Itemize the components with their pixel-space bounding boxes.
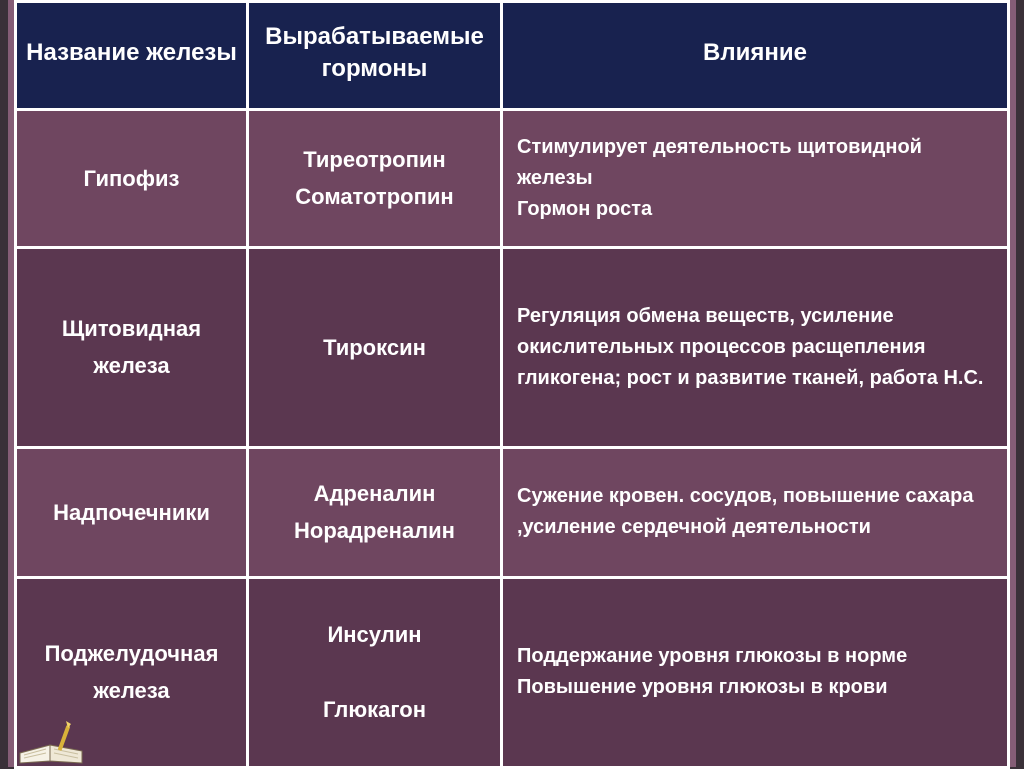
cell-hormones: ТиреотропинСоматотропин <box>248 109 502 247</box>
table-row: Гипофиз ТиреотропинСоматотропин Стимулир… <box>16 109 1009 247</box>
table-row: Надпочечники АдреналинНорадреналин Сужен… <box>16 447 1009 577</box>
cell-hormones: Тироксин <box>248 247 502 447</box>
cell-effect: Сужение кровен. сосудов, повышение сахар… <box>502 447 1009 577</box>
cell-gland: Гипофиз <box>16 109 248 247</box>
cell-effect: Стимулирует деятельность щитовидной желе… <box>502 109 1009 247</box>
cell-hormones: АдреналинНорадреналин <box>248 447 502 577</box>
slide-frame: Название железы Вырабатываемые гормоны В… <box>8 0 1016 767</box>
table-row: Щитовидная железа Тироксин Регуляция обм… <box>16 247 1009 447</box>
cell-gland: Надпочечники <box>16 447 248 577</box>
cell-effect: Регуляция обмена веществ, усиление окисл… <box>502 247 1009 447</box>
cell-gland: Поджелудочная железа <box>16 577 248 767</box>
col-header-gland: Название железы <box>16 2 248 110</box>
col-header-hormones: Вырабатываемые гормоны <box>248 2 502 110</box>
col-header-effect: Влияние <box>502 2 1009 110</box>
cell-gland: Щитовидная железа <box>16 247 248 447</box>
table-header-row: Название железы Вырабатываемые гормоны В… <box>16 2 1009 110</box>
table-row: Поджелудочная железа ИнсулинГлюкагон Под… <box>16 577 1009 767</box>
glands-table: Название железы Вырабатываемые гормоны В… <box>14 0 1010 769</box>
cell-hormones: ИнсулинГлюкагон <box>248 577 502 767</box>
cell-effect: Поддержание уровня глюкозы в нормеПовыше… <box>502 577 1009 767</box>
